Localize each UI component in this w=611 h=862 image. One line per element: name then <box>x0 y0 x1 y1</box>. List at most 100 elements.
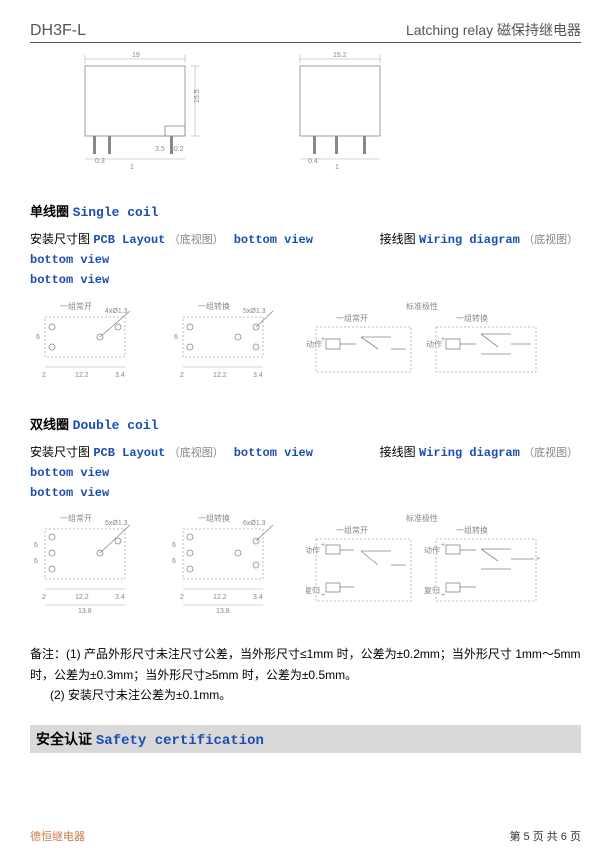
ddim-rc: 3.4 <box>253 594 263 601</box>
dlabel-form-a: 一组常开 <box>60 513 92 523</box>
ddim-h2c: 6 <box>172 558 176 565</box>
dim-m: 12.2 <box>75 372 89 379</box>
view-repeat: bottom view <box>30 273 109 287</box>
page-number: 第 5 页 共 6 页 <box>509 828 581 844</box>
wlabel-c: 一组转换 <box>456 313 488 323</box>
double-coil-en: Double coil <box>73 418 159 433</box>
note-1: (1) 产品外形尺寸未注尺寸公差，当外形尺寸≤1mm 时，公差为±0.2mm；当… <box>30 647 581 681</box>
dim-h2: 6 <box>174 334 178 341</box>
notes-prefix: 备注： <box>30 647 66 661</box>
note-2: (2) 安装尺寸未注公差为±0.1mm。 <box>50 688 231 702</box>
ddim-h2: 6 <box>34 558 38 565</box>
dlabel-polarity: 标准极性 <box>406 513 438 523</box>
layout-en: PCB Layout <box>93 233 165 247</box>
dwrst-a: 复归 <box>306 585 320 595</box>
page-footer: 德恒继电器 第 5 页 共 6 页 <box>30 828 581 844</box>
layout-note-en: bottom view <box>234 233 313 247</box>
wact-c: 动作 <box>426 339 442 349</box>
svg-text:+: + <box>321 336 325 343</box>
wact-a: 动作 <box>306 339 322 349</box>
ddim-mc: 12.2 <box>213 594 227 601</box>
double-coil-heading: 双线圈 Double coil <box>30 414 581 433</box>
double-coil-cn: 双线圈 <box>30 417 69 432</box>
dwiring-note-cn: （底视图） <box>523 447 578 459</box>
cert-en: Safety certification <box>96 733 264 749</box>
front-view-drawing: 19 15.5 0.3 3.5 ±0.2 1 <box>55 51 215 171</box>
ddim-r: 3.4 <box>115 594 125 601</box>
wiring-note-en: bottom view <box>30 253 109 267</box>
single-coil-heading: 单线圈 Single coil <box>30 201 581 220</box>
pcb-single-form-a: 一组常开 4xØ1.3 6 2 12.2 3.4 <box>30 299 150 389</box>
page-header: DH3F-L Latching relay 磁保持继电器 <box>30 20 581 43</box>
pcb-double-form-c: 一组转换 6xØ1.3 6 6 2 12.2 3.4 13.8 <box>168 511 288 616</box>
dim-h: 6 <box>36 334 40 341</box>
dim-r: 3.4 <box>115 372 125 379</box>
dim-side-pinlen: 1 <box>335 164 339 171</box>
layout-note-cn: （底视图） <box>169 234 224 246</box>
dlabel-holes-c: 6xØ1.3 <box>243 520 266 527</box>
dwiring-note-en: bottom view <box>30 466 109 480</box>
dwlabel-c: 一组转换 <box>456 525 488 535</box>
dlabel-holes-a: 5xØ1.3 <box>105 520 128 527</box>
pcb-double-form-a: 一组常开 5xØ1.3 6 6 2 12.2 3.4 13.8 <box>30 511 150 616</box>
svg-text:+: + <box>441 542 445 549</box>
svg-text:+: + <box>321 542 325 549</box>
wlabel-a: 一组常开 <box>336 313 368 323</box>
ddim-h1: 6 <box>34 542 38 549</box>
layout-cn: 安装尺寸图 <box>30 232 90 246</box>
dlabel-form-c: 一组转换 <box>198 513 230 523</box>
dim-r2: 3.4 <box>253 372 263 379</box>
svg-text:+: + <box>441 336 445 343</box>
dwact-c: 动作 <box>424 545 440 555</box>
single-coil-en: Single coil <box>73 205 159 220</box>
dwact-a: 动作 <box>306 545 320 555</box>
safety-certification-bar: 安全认证 Safety certification <box>30 725 581 753</box>
mechanical-drawings: 19 15.5 0.3 3.5 ±0.2 1 15.2 <box>30 51 581 171</box>
cert-cn: 安全认证 <box>36 731 92 747</box>
dim-width: 19 <box>132 52 140 59</box>
svg-text:+: + <box>321 592 325 599</box>
brand-name: 德恒继电器 <box>30 828 85 844</box>
ddim-h1c: 6 <box>172 542 176 549</box>
wiring-note-cn: （底视图） <box>523 234 578 246</box>
label-form-a: 一组常开 <box>60 301 92 311</box>
single-coil-drawings: 一组常开 4xØ1.3 6 2 12.2 3.4 一组转换 5xØ1.3 6 <box>30 299 581 389</box>
single-coil-cn: 单线圈 <box>30 204 69 219</box>
dim-l: 2 <box>42 372 46 379</box>
label-holes-c: 5xØ1.3 <box>243 308 266 315</box>
dim-side-width: 15.2 <box>333 52 347 59</box>
dlayout-cn: 安装尺寸图 <box>30 445 90 459</box>
dim-pin-tol: ±0.2 <box>170 146 184 153</box>
ddim-m: 12.2 <box>75 594 89 601</box>
dlayout-en: PCB Layout <box>93 446 165 460</box>
model-number: DH3F-L <box>30 22 86 40</box>
side-view-drawing: 15.2 0.4 1 <box>275 51 405 171</box>
svg-text:+: + <box>441 592 445 599</box>
ddim-lc: 2 <box>180 594 184 601</box>
wiring-cn: 接线图 <box>380 232 416 246</box>
pcb-single-form-c: 一组转换 5xØ1.3 6 2 12.2 3.4 <box>168 299 288 389</box>
notes-block: 备注：(1) 产品外形尺寸未注尺寸公差，当外形尺寸≤1mm 时，公差为±0.2m… <box>30 644 581 705</box>
dim-l2: 2 <box>180 372 184 379</box>
svg-text:+: + <box>536 556 540 563</box>
label-form-c: 一组转换 <box>198 301 230 311</box>
dwrst-c: 复归 <box>424 585 440 595</box>
dim-height: 15.5 <box>194 89 201 103</box>
wiring-single: 标准极性 一组常开 一组转换 动作 + 动作 + <box>306 299 546 389</box>
label-polarity: 标准极性 <box>406 301 438 311</box>
wiring-double: 标准极性 一组常开 一组转换 动作 复归 + + 动作 复归 + + <box>306 511 546 616</box>
single-subhead: 安装尺寸图 PCB Layout （底视图） bottom view 接线图 W… <box>30 230 581 291</box>
double-coil-drawings: 一组常开 5xØ1.3 6 6 2 12.2 3.4 13.8 一组转换 6xØ… <box>30 511 581 616</box>
dim-pin-len: 1 <box>130 164 134 171</box>
dlayout-note-cn: （底视图） <box>169 447 224 459</box>
ddim-l: 2 <box>42 594 46 601</box>
ddim-tc: 13.8 <box>216 608 230 615</box>
ddim-t: 13.8 <box>78 608 92 615</box>
wiring-en: Wiring diagram <box>419 233 520 247</box>
product-type: Latching relay 磁保持继电器 <box>406 20 581 40</box>
dlayout-note-en: bottom view <box>234 446 313 460</box>
dwiring-cn: 接线图 <box>380 445 416 459</box>
dview-repeat: bottom view <box>30 486 109 500</box>
label-holes-a: 4xØ1.3 <box>105 308 128 315</box>
double-subhead: 安装尺寸图 PCB Layout （底视图） bottom view 接线图 W… <box>30 443 581 504</box>
